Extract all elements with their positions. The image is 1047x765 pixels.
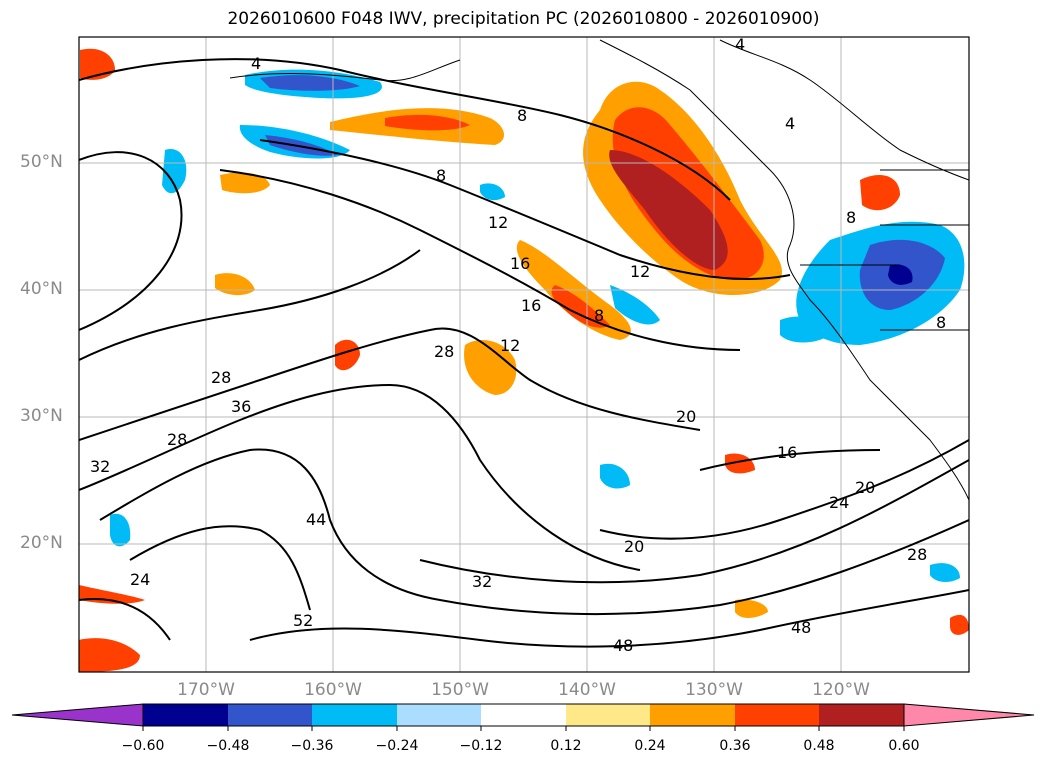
contour-label: 8 [936,313,947,332]
map-frame [78,36,970,673]
colorbar-tick: −0.12 [459,738,503,754]
colorbar-tick: 0.12 [550,738,582,754]
colorbar-tick: 0.60 [888,738,920,754]
contour-label: 20 [676,407,697,426]
colorbar-tick: 0.24 [634,738,666,754]
contour-label: 28 [167,430,188,449]
colorbar-bin [481,704,566,726]
contour-label: 24 [130,570,151,589]
colorbar-tick: 0.36 [719,738,751,754]
map-gridlines [79,37,969,672]
lat-label-30n: 30°N [20,406,63,426]
contour-label: 12 [630,262,651,281]
lat-label-40n: 40°N [20,279,63,299]
colorbar-tick: −0.48 [206,738,250,754]
contour-label: 12 [500,336,521,355]
lat-label-50n: 50°N [20,152,63,172]
contour-label: 20 [624,537,645,556]
lon-label-130w: 130°W [685,680,743,700]
contour-label: 16 [510,254,531,273]
contour-label: 8 [436,166,447,185]
contour-label: 4 [735,35,746,54]
contour-label: 4 [251,54,262,73]
lon-label-160w: 160°W [304,680,362,700]
colorbar-bin [650,704,735,726]
colorbar-bin [228,704,312,726]
colorbar-tick: −0.60 [121,738,165,754]
contour-label: 32 [90,457,111,476]
colorbar-bin [312,704,397,726]
colorbar [11,703,1035,731]
contour-label: 8 [517,106,528,125]
colorbar-extend-low [11,703,144,727]
contour-label: 16 [777,443,798,462]
contour-label: 20 [855,478,876,497]
contour-label: 48 [791,618,812,637]
colorbar-bin [819,704,904,726]
contour-label: 4 [785,114,796,133]
contour-label: 52 [293,611,314,630]
contour-label: 8 [846,208,857,227]
contour-label: 28 [434,342,455,361]
colorbar-tick: 0.48 [803,738,835,754]
contour-label: 16 [521,296,542,315]
colorbar-tick: −0.36 [290,738,334,754]
contour-label: 36 [231,397,252,416]
colorbar-tick: −0.24 [375,738,419,754]
contour-label: 8 [594,306,605,325]
contour-label: 28 [907,545,928,564]
iwv-contours [79,58,969,648]
coastlines [229,39,969,501]
colorbar-bin [397,704,481,726]
lon-label-120w: 120°W [812,680,870,700]
colorbar-extend-high [903,703,1035,727]
colorbar-bin [735,704,819,726]
contour-label: 12 [488,213,509,232]
contour-label: 44 [306,510,327,529]
contour-label: 28 [211,368,232,387]
contour-label: 24 [829,493,850,512]
lon-label-170w: 170°W [177,680,235,700]
lon-label-140w: 140°W [558,680,616,700]
contour-label: 32 [472,572,493,591]
colorbar-bin [143,704,228,726]
contour-label: 48 [613,636,634,655]
map-title: 2026010600 F048 IWV, precipitation PC (2… [227,9,820,29]
lat-label-20n: 20°N [20,533,63,553]
colorbar-bin [566,704,650,726]
lon-label-150w: 150°W [431,680,489,700]
precip-shading [79,48,969,672]
